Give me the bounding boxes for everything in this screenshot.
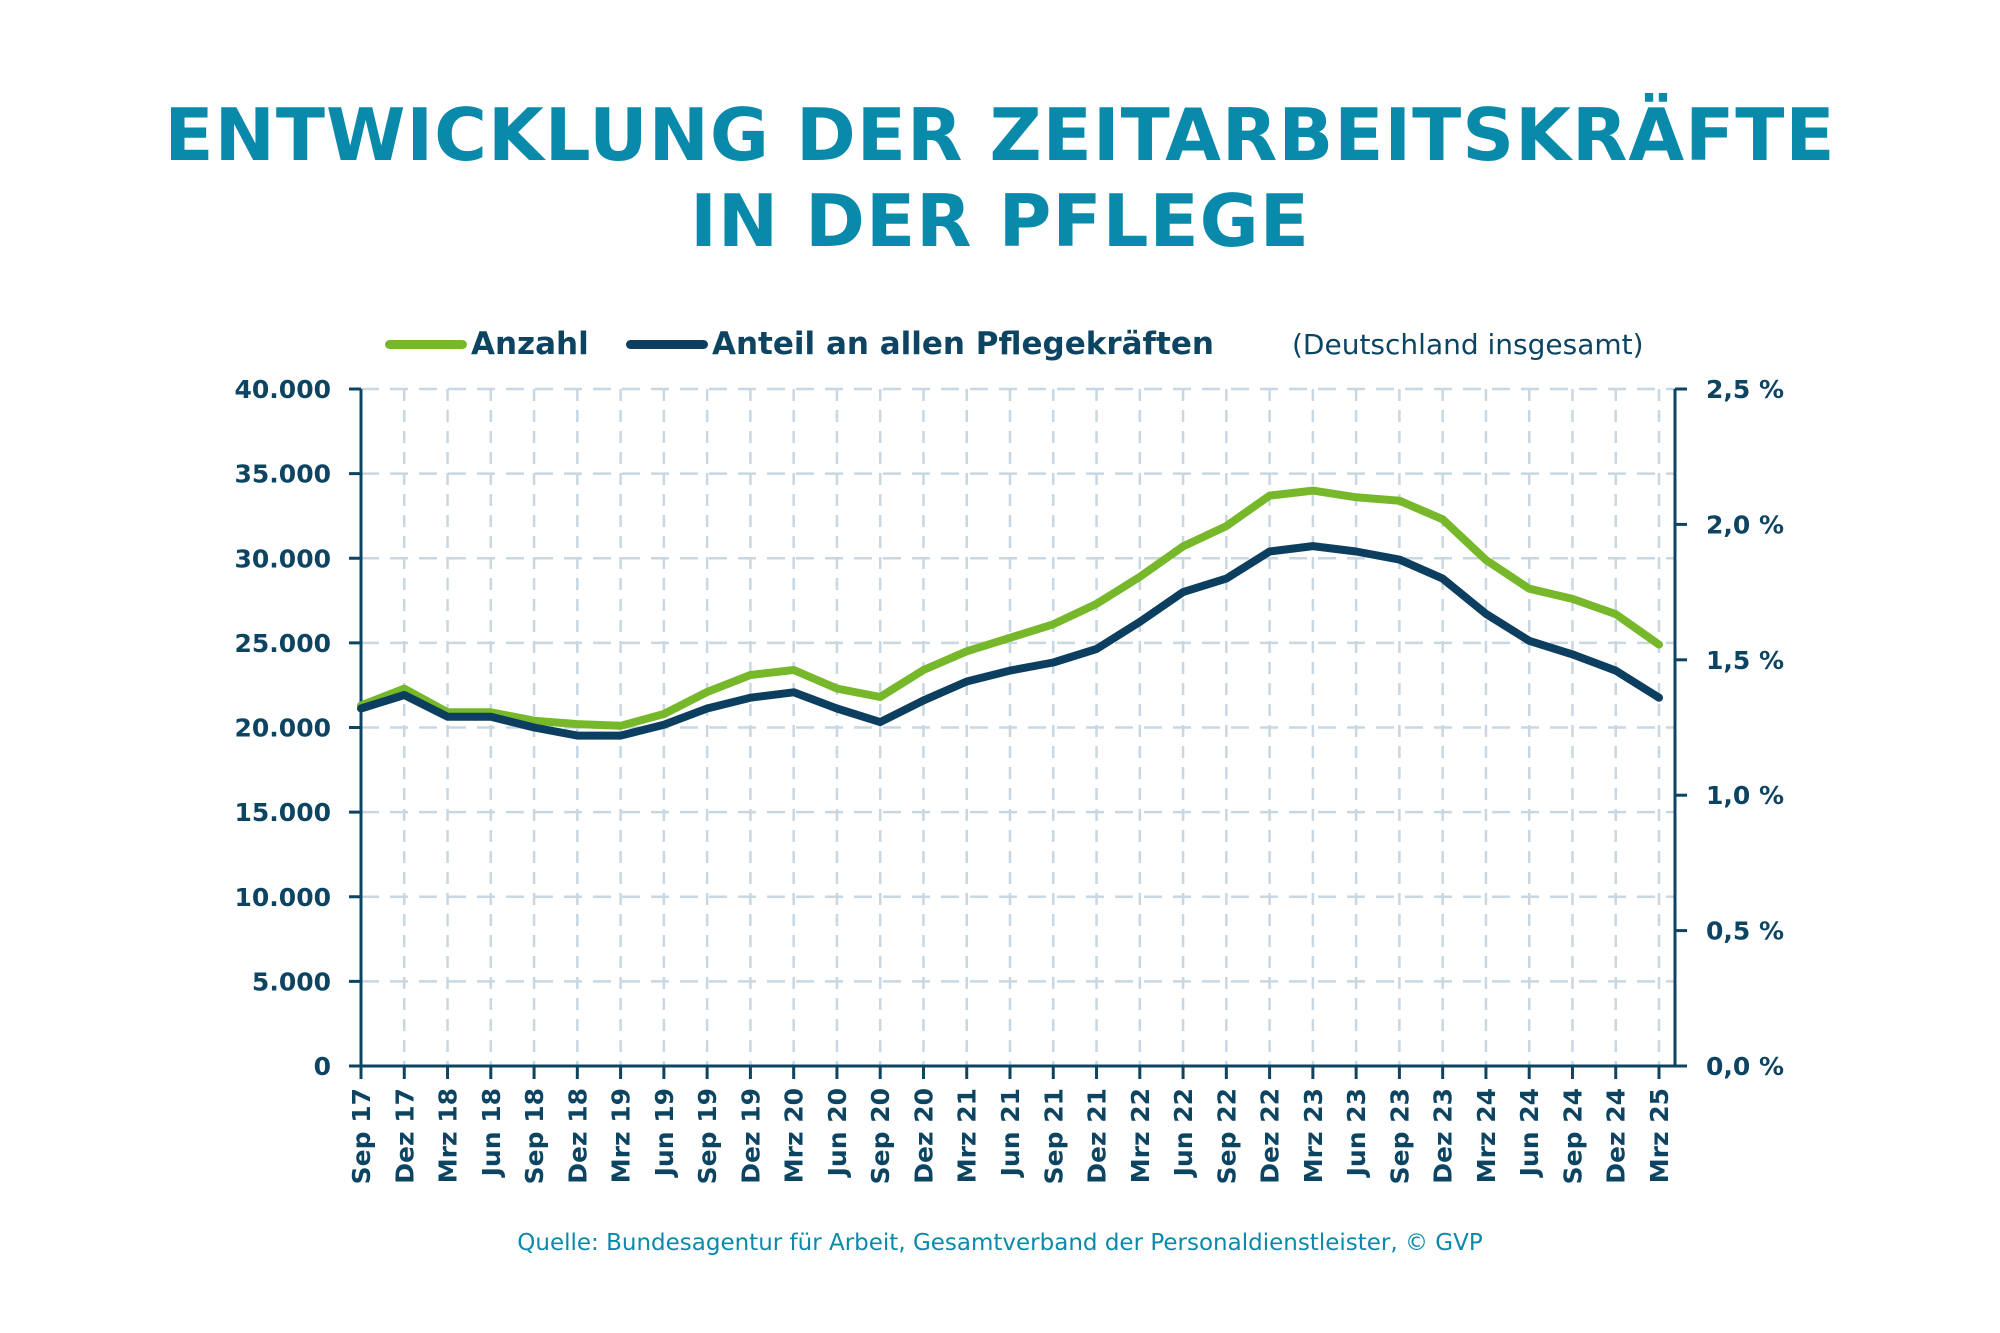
x-tick-label: Mrz 19	[607, 1088, 636, 1183]
x-tick-label: Sep 24	[1558, 1088, 1587, 1184]
x-tick-label: Mrz 22	[1126, 1088, 1155, 1183]
left-tick-label: 5.000	[252, 967, 331, 996]
x-tick-label: Jun 18	[477, 1088, 506, 1178]
right-tick-label: 0,0 %	[1706, 1052, 1784, 1081]
left-axis-ticks: 0 5.000 10.000 15.000 20.000 25.000 30.000 35.0…	[235, 375, 361, 1081]
left-tick-label: 20.000	[235, 714, 331, 743]
x-tick-label: Dez 21	[1083, 1088, 1112, 1184]
x-tick-label: Mrz 24	[1472, 1088, 1501, 1183]
x-tick-label: Jun 19	[650, 1088, 679, 1178]
x-tick-label: Sep 23	[1385, 1088, 1414, 1184]
x-tick-label: Sep 20	[866, 1088, 895, 1184]
legend-label-anteil: Anteil an allen Pflegekräften	[712, 326, 1214, 362]
legend: Anzahl Anteil an allen Pflegekräften (De…	[0, 326, 2000, 370]
x-tick-label: Mrz 23	[1299, 1088, 1328, 1183]
legend-swatch-anzahl	[385, 339, 467, 349]
x-tick-label: Sep 19	[693, 1088, 722, 1184]
left-tick-label: 0	[314, 1052, 331, 1081]
left-tick-label: 40.000	[235, 375, 331, 404]
x-tick-label: Dez 23	[1429, 1088, 1458, 1184]
x-tick-label: Dez 19	[736, 1088, 765, 1184]
x-tick-label: Sep 22	[1212, 1088, 1241, 1184]
left-tick-label: 15.000	[235, 798, 331, 827]
right-tick-label: 1,0 %	[1706, 781, 1784, 810]
grid	[361, 387, 1675, 1066]
x-axis-ticks: Sep 17 Dez 17 Mrz 18 Jun 18 Sep 18 Dez 18 Mrz …	[347, 1066, 1674, 1184]
left-tick-label: 10.000	[235, 883, 331, 912]
x-tick-label: Sep 21	[1039, 1088, 1068, 1184]
chart-title-line-1: ENTWICKLUNG DER ZEITARBEITSKRÄFTE	[164, 93, 1836, 177]
left-tick-label: 35.000	[235, 460, 331, 489]
left-tick-label: 25.000	[235, 629, 331, 658]
x-tick-label: Mrz 18	[434, 1088, 463, 1183]
right-tick-label: 1,5 %	[1706, 646, 1784, 675]
x-tick-label: Dez 24	[1602, 1088, 1631, 1184]
right-tick-label: 2,5 %	[1706, 375, 1784, 404]
right-tick-label: 0,5 %	[1706, 917, 1784, 946]
legend-label-anzahl: Anzahl	[471, 326, 589, 362]
right-axis-ticks: 0,0 % 0,5 % 1,0 % 1,5 % 2,0 % 2,5 %	[1675, 375, 1784, 1081]
x-tick-label: Mrz 20	[780, 1088, 809, 1183]
source-note: Quelle: Bundesagentur für Arbeit, Gesamt…	[517, 1230, 1483, 1256]
series-lines	[357, 486, 1663, 740]
x-tick-label: Jun 23	[1342, 1088, 1371, 1178]
legend-note: (Deutschland insgesamt)	[1292, 328, 1644, 361]
left-tick-label: 30.000	[235, 544, 331, 573]
x-tick-label: Mrz 21	[953, 1088, 982, 1183]
x-tick-label: Sep 18	[520, 1088, 549, 1184]
right-tick-label: 2,0 %	[1706, 510, 1784, 539]
x-tick-label: Jun 24	[1515, 1088, 1544, 1178]
chart-title-line-2: IN DER PFLEGE	[690, 179, 1310, 263]
chart-title: ENTWICKLUNG DER ZEITARBEITSKRÄFTE IN DER…	[0, 92, 2000, 264]
legend-swatch-anteil	[626, 339, 708, 349]
x-tick-label: Dez 18	[563, 1088, 592, 1184]
legend-item-anteil: Anteil an allen Pflegekräften	[626, 326, 1214, 362]
x-tick-label: Dez 17	[390, 1088, 419, 1184]
x-tick-label: Mrz 25	[1645, 1088, 1674, 1183]
x-tick-label: Jun 22	[1169, 1088, 1198, 1178]
x-tick-label: Jun 20	[823, 1088, 852, 1178]
legend-item-anzahl: Anzahl	[385, 326, 589, 362]
x-tick-label: Dez 22	[1256, 1088, 1285, 1184]
x-tick-label: Sep 17	[347, 1088, 376, 1184]
x-tick-label: Dez 20	[909, 1088, 938, 1184]
x-tick-label: Jun 21	[996, 1088, 1025, 1178]
